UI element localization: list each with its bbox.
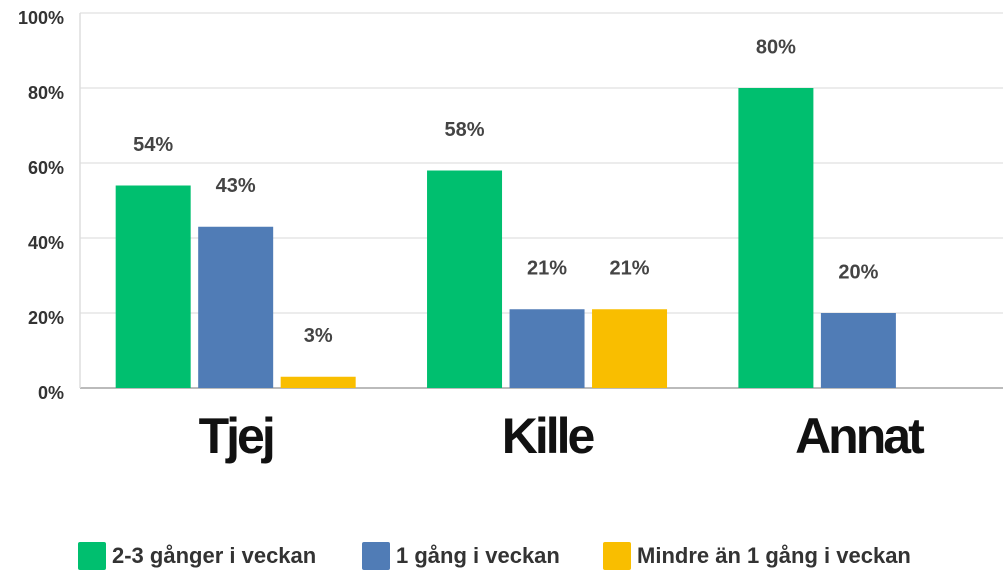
value-label: 54% [133, 134, 173, 156]
value-label: 3% [304, 325, 333, 347]
value-label: 58% [445, 119, 485, 141]
bar [820, 313, 896, 388]
bar [509, 309, 585, 388]
y-tick-label: 100% [18, 8, 64, 28]
value-label: 43% [216, 175, 256, 197]
y-tick-label: 40% [28, 233, 64, 253]
y-tick-label: 80% [28, 83, 64, 103]
legend-swatch [362, 542, 390, 570]
value-label: 21% [610, 258, 650, 280]
bar [115, 185, 191, 388]
legend-swatch [78, 542, 106, 570]
bar [592, 309, 668, 388]
legend-label: 2-3 gånger i veckan [112, 543, 316, 568]
y-tick-label: 20% [28, 308, 64, 328]
legend-label: Mindre än 1 gång i veckan [637, 543, 911, 568]
x-tick-label: Tjej [199, 408, 273, 464]
value-label: 20% [838, 261, 878, 283]
y-tick-label: 0% [38, 383, 64, 403]
x-tick-label: Annat [795, 408, 925, 464]
legend-swatch [603, 542, 631, 570]
y-tick-label: 60% [28, 158, 64, 178]
value-label: 21% [527, 258, 567, 280]
bar [198, 226, 274, 388]
x-tick-label: Kille [502, 408, 595, 464]
bar [280, 376, 356, 388]
bar [427, 170, 503, 388]
legend-label: 1 gång i veckan [396, 543, 560, 568]
bar [738, 88, 814, 388]
value-label: 80% [756, 36, 796, 58]
